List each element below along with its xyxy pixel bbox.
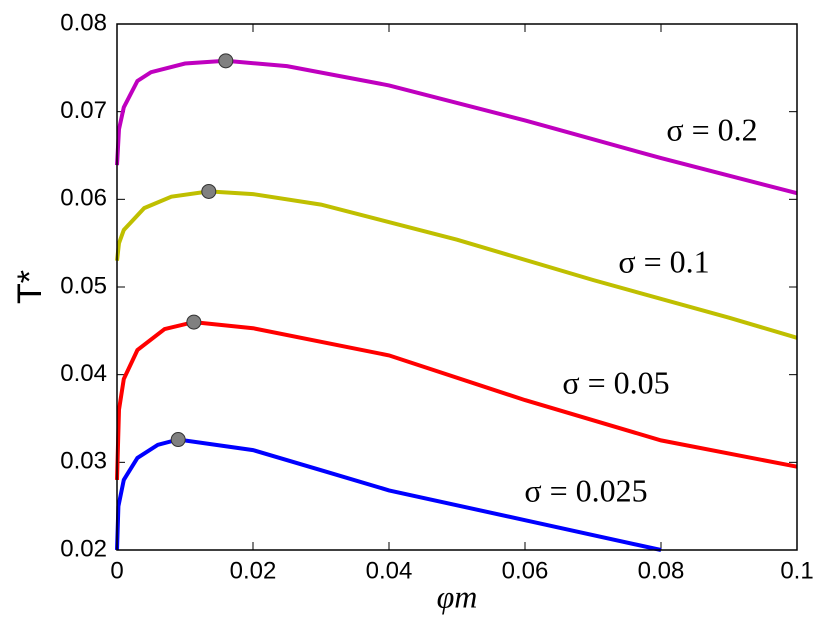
x-tick-label: 0.08: [638, 557, 685, 584]
x-axis-label: φm: [437, 578, 478, 614]
peak-marker: [201, 183, 217, 199]
series-annotation: σ = 0.05: [562, 364, 669, 400]
peak-marker: [218, 53, 234, 69]
peak-marker: [170, 432, 186, 448]
peak-marker: [186, 314, 202, 330]
y-tick-label: 0.04: [60, 360, 107, 387]
y-tick-label: 0.06: [60, 185, 107, 212]
y-tick-label: 0.07: [60, 97, 107, 124]
y-tick-label: 0.08: [60, 9, 107, 36]
y-tick-label: 0.05: [60, 272, 107, 299]
series-annotation: σ = 0.1: [618, 243, 709, 279]
x-tick-label: 0: [110, 557, 123, 584]
x-tick-label: 0.02: [230, 557, 277, 584]
series-line: [115, 320, 798, 480]
series-line: [115, 58, 798, 196]
y-tick-label: 0.02: [60, 535, 107, 562]
series-annotation: σ = 0.2: [666, 111, 757, 147]
x-tick-label: 0.1: [780, 557, 813, 584]
series-line: [115, 189, 798, 340]
x-tick-label: 0.04: [366, 557, 413, 584]
series-annotation: σ = 0.025: [524, 472, 647, 508]
y-axis-label: T*: [11, 270, 49, 304]
y-tick-label: 0.03: [60, 448, 107, 475]
x-tick-label: 0.06: [502, 557, 549, 584]
plot-frame: [116, 23, 798, 551]
